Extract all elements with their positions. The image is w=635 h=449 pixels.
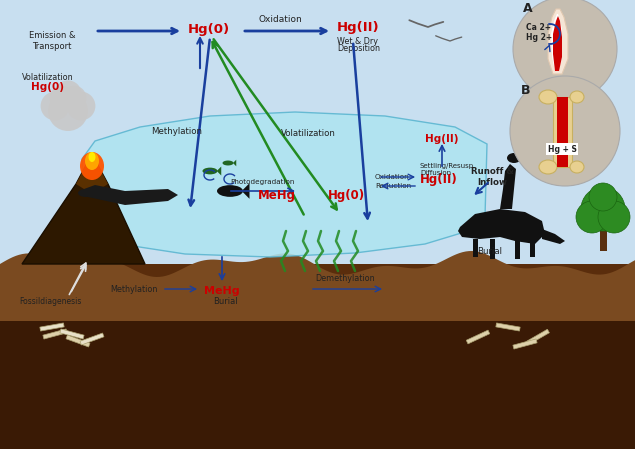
- Ellipse shape: [570, 91, 584, 103]
- Polygon shape: [473, 239, 478, 257]
- Polygon shape: [600, 227, 607, 251]
- Text: Demethylation: Demethylation: [315, 274, 375, 283]
- Polygon shape: [22, 154, 145, 264]
- Polygon shape: [530, 239, 535, 257]
- Text: Oxidation: Oxidation: [375, 174, 410, 180]
- Polygon shape: [500, 164, 516, 209]
- Text: Emission &
Transport: Emission & Transport: [29, 31, 76, 51]
- Text: Methylation: Methylation: [110, 285, 158, 294]
- Polygon shape: [515, 239, 520, 259]
- Polygon shape: [458, 209, 545, 244]
- Circle shape: [41, 92, 69, 120]
- Text: Volatilization: Volatilization: [281, 129, 335, 138]
- Polygon shape: [551, 14, 562, 71]
- Ellipse shape: [217, 185, 243, 197]
- Text: Photodegradation: Photodegradation: [230, 179, 294, 185]
- Text: Fossildiagenesis: Fossildiagenesis: [19, 296, 81, 305]
- Polygon shape: [496, 323, 520, 331]
- Text: Wet & Dry: Wet & Dry: [337, 37, 378, 46]
- Polygon shape: [84, 185, 178, 205]
- Polygon shape: [40, 323, 64, 331]
- Text: Diffusion: Diffusion: [420, 170, 451, 176]
- Polygon shape: [80, 333, 104, 345]
- Text: Oxidation: Oxidation: [258, 15, 302, 24]
- Text: MeHg: MeHg: [258, 189, 296, 202]
- Text: MeHg: MeHg: [204, 286, 240, 296]
- Ellipse shape: [222, 161, 234, 166]
- Circle shape: [576, 201, 608, 233]
- Text: Ca 2+: Ca 2+: [526, 22, 552, 31]
- Text: Volatilization: Volatilization: [22, 72, 74, 82]
- Ellipse shape: [80, 152, 104, 180]
- Circle shape: [55, 80, 82, 108]
- Polygon shape: [513, 339, 537, 349]
- Text: A: A: [523, 3, 533, 16]
- Text: Runoff &
Inflow: Runoff & Inflow: [471, 167, 514, 187]
- Ellipse shape: [88, 152, 95, 162]
- Polygon shape: [60, 329, 84, 339]
- Circle shape: [598, 201, 630, 233]
- Circle shape: [50, 86, 74, 110]
- Circle shape: [48, 91, 88, 131]
- Polygon shape: [217, 167, 221, 176]
- Polygon shape: [242, 183, 250, 199]
- Polygon shape: [0, 319, 635, 449]
- Ellipse shape: [507, 153, 521, 163]
- Ellipse shape: [78, 189, 94, 197]
- Text: B: B: [521, 84, 531, 97]
- Polygon shape: [82, 112, 487, 257]
- Text: Hg 2+: Hg 2+: [526, 32, 552, 41]
- Polygon shape: [548, 9, 568, 74]
- Text: Settling/Resusp: Settling/Resusp: [420, 163, 474, 169]
- Polygon shape: [542, 229, 565, 244]
- Polygon shape: [0, 251, 635, 321]
- Text: Hg(II): Hg(II): [337, 22, 380, 35]
- Text: Methylation: Methylation: [152, 127, 203, 136]
- Polygon shape: [553, 97, 572, 167]
- Polygon shape: [233, 160, 236, 166]
- Ellipse shape: [539, 90, 557, 104]
- Polygon shape: [553, 16, 562, 71]
- Circle shape: [581, 187, 625, 231]
- Polygon shape: [557, 97, 568, 167]
- Polygon shape: [76, 154, 108, 194]
- Ellipse shape: [570, 161, 584, 173]
- Circle shape: [510, 76, 620, 186]
- Polygon shape: [466, 330, 490, 344]
- Text: Hg + S: Hg + S: [547, 145, 577, 154]
- Text: Burial: Burial: [213, 298, 237, 307]
- Text: Hg(II): Hg(II): [425, 134, 458, 144]
- Circle shape: [513, 0, 617, 101]
- Text: Reduction: Reduction: [375, 183, 411, 189]
- Text: Hg(0): Hg(0): [32, 82, 65, 92]
- Circle shape: [589, 183, 617, 211]
- Polygon shape: [43, 329, 67, 339]
- Circle shape: [67, 92, 95, 120]
- Polygon shape: [0, 264, 635, 321]
- Ellipse shape: [539, 160, 557, 174]
- Text: Hg(0): Hg(0): [328, 189, 365, 202]
- Polygon shape: [490, 239, 495, 259]
- Polygon shape: [66, 335, 90, 347]
- Text: Hg(0): Hg(0): [188, 22, 230, 35]
- Polygon shape: [526, 329, 549, 345]
- Text: Deposition: Deposition: [337, 44, 380, 53]
- Ellipse shape: [203, 167, 218, 174]
- Text: Hg(II): Hg(II): [420, 172, 458, 185]
- Ellipse shape: [85, 152, 99, 170]
- Text: Burial: Burial: [478, 247, 502, 255]
- Circle shape: [62, 86, 86, 110]
